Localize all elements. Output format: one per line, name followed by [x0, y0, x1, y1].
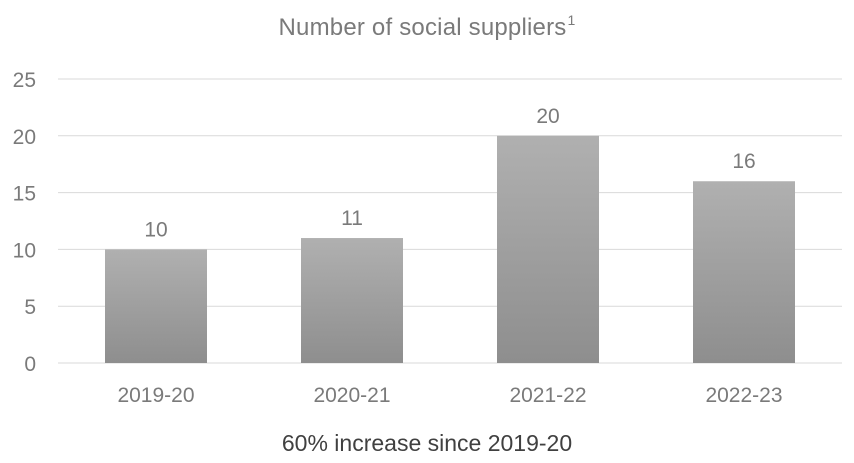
chart-title-text: Number of social suppliers — [278, 14, 567, 41]
x-category-label: 2022-23 — [705, 384, 782, 407]
data-labels: 10 11 20 16 — [144, 105, 755, 242]
y-axis-ticks: 0 5 10 15 20 25 — [13, 69, 36, 376]
bars — [105, 135, 795, 363]
chart-title: Number of social suppliers1 — [0, 12, 854, 42]
footer-note: 60% increase since 2019-20 — [281, 430, 573, 456]
x-category-label: 2021-22 — [509, 384, 586, 407]
y-tick-label: 25 — [13, 69, 36, 92]
bar-chart: 0 5 10 15 20 25 10 11 20 16 2019-20 2020-21 2021-2… — [13, 69, 842, 407]
data-label: 16 — [732, 150, 755, 173]
bar-2022-23 — [693, 181, 795, 363]
x-category-label: 2019-20 — [117, 384, 194, 407]
x-category-label: 2020-21 — [313, 384, 390, 407]
y-tick-label: 0 — [24, 353, 36, 376]
x-axis-categories: 2019-20 2020-21 2021-22 2022-23 — [117, 384, 782, 407]
y-tick-label: 20 — [13, 126, 36, 149]
bar-2021-22 — [497, 135, 599, 363]
data-label: 10 — [144, 218, 167, 241]
data-label: 11 — [341, 207, 363, 230]
y-tick-label: 10 — [13, 239, 36, 262]
bar-2019-20 — [105, 249, 207, 363]
y-tick-label: 15 — [13, 183, 36, 206]
bar-2020-21 — [301, 238, 403, 363]
data-label: 20 — [536, 105, 559, 128]
chart-title-footnote-marker: 1 — [567, 12, 576, 28]
y-tick-label: 5 — [24, 296, 36, 319]
